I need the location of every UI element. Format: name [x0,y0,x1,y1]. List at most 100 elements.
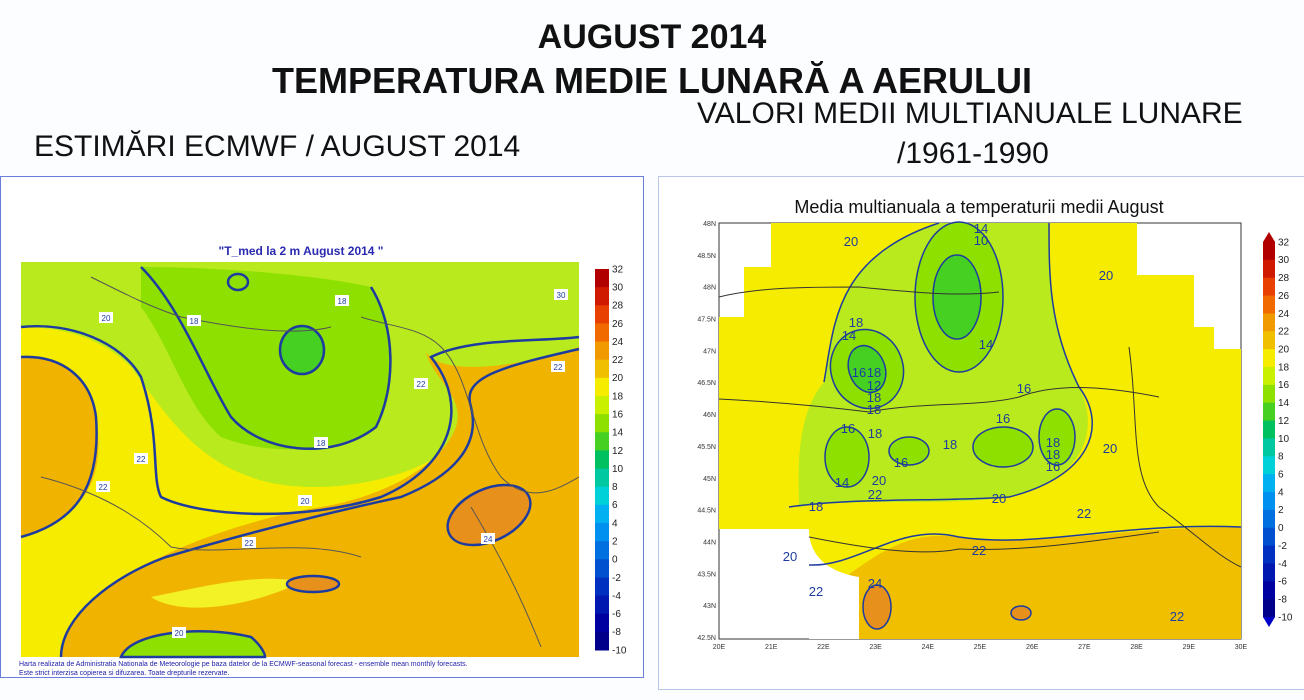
colorbar-swatch [1263,456,1275,475]
colorbar-swatch [1263,367,1275,386]
colorbar-swatch [595,595,609,615]
latitude-tick-label: 48.5N [697,253,716,260]
colorbar-tick-label: -8 [612,627,621,638]
longitude-tick-label: 22E [817,644,830,651]
colorbar-swatch [1263,242,1275,261]
longitude-tick-label: 25E [974,644,987,651]
colorbar-tick-label: -2 [1278,541,1287,552]
border-line [360,316,580,494]
contour-label: 18 [190,317,199,326]
colorbar-tick-label: 26 [1278,291,1290,302]
colorbar-tick-label: 16 [612,409,624,420]
longitude-tick-label: 26E [1026,644,1039,651]
title-line-1: AUGUST 2014 [537,18,767,56]
latitude-tick-label: 47N [703,348,716,355]
contour-label: 20 [1099,268,1113,283]
contour-label: 20 [175,629,184,638]
colorbar-tick-label: 12 [1278,416,1290,427]
zone-orange-west [21,356,99,537]
right-panel-heading: VALORI MEDII MULTIANUALE LUNARE [697,97,1243,130]
colorbar-swatch [595,269,609,288]
colorbar-tick-label: 18 [612,391,624,402]
title-line-2: TEMPERATURA MEDIE LUNARĂ A AERULUI [272,60,1032,101]
colorbar-swatch [595,432,609,451]
contour-label: 20 [844,234,858,249]
right-panel-period: /1961-1990 [897,137,1049,170]
colorbar-tick-label: -10 [612,645,627,656]
border-line [1128,346,1242,568]
colorbar-tick-label: 8 [612,482,618,493]
zone-cool-north [932,254,982,340]
colorbar-swatch [595,559,609,578]
contour-label: 20 [783,549,797,564]
colorbar-swatch [595,631,609,651]
colorbar-swatch [595,468,609,488]
contour-label: 18 [943,437,957,452]
contour-20 [788,222,1093,508]
contour-18 [140,266,392,451]
contour-label: 16 [996,411,1010,426]
contour-label: 18 [867,390,881,405]
contour-label: 22 [809,584,823,599]
latitude-tick-label: 48N [703,221,716,228]
border-line [90,276,332,332]
climatology-contour-labels: 20 14 10 20 18 14 14 12 18 18 16 16 16 1… [783,221,1184,624]
colorbar-tick-label: 32 [1278,237,1290,248]
zone-cool-core [278,324,326,376]
zone-cool-west [847,344,887,394]
ecmwf-forecast-panel: "T_med la 2 m August 2014 " 30 18 [0,176,644,678]
colorbar-swatch [595,450,609,470]
colorbar-swatch [1263,509,1275,529]
colorbar-tick-label: 30 [612,282,624,293]
colorbar-tick-label: 6 [612,500,618,511]
climatology-map-svg: Media multianuala a temperaturii medii A… [697,197,1293,651]
contour-label: 20 [872,473,886,488]
contour-label: 24 [484,535,493,544]
colorbar-tick-label: 28 [1278,273,1290,284]
colorbar-tick-label: 26 [612,319,624,330]
latitude-tick-label: 43.5N [697,571,716,578]
contour-label: 18 [1046,447,1060,462]
colorbar-tick-label: 22 [1278,327,1290,338]
contour-label: 14 [835,475,849,490]
longitude-tick-label: 20E [713,644,726,651]
colorbar-swatch [1263,402,1275,422]
contour-22-west [20,355,98,539]
contour-label: 22 [99,483,108,492]
contour-label: 14 [974,221,988,236]
zone-green [141,267,391,450]
colorbar-swatch [1263,277,1275,297]
contour-label: 18 [849,315,863,330]
climatology-panel: Media multianuala a temperaturii medii A… [658,176,1304,690]
colorbar-swatch [1263,295,1275,314]
contour-label: 18 [338,297,347,306]
zone-blank [771,529,859,639]
contour-label: 20 [301,497,310,506]
border-line [470,506,542,648]
colorbar-tick-label: 10 [1278,434,1290,445]
latitude-tick-label: 42.5N [697,635,716,642]
colorbar-swatch [1263,474,1275,493]
colorbar-tick-label: 4 [612,518,618,529]
colorbar-swatch [1263,313,1275,332]
ecmwf-footnote-line-1: Harta realizata de Administratia Nationa… [19,661,468,668]
colorbar-swatch [595,305,609,324]
colorbar-tick-label: 30 [1278,255,1290,266]
contour-label: 20 [102,314,111,323]
colorbar-swatch [1263,420,1275,439]
zone-green-east [972,426,1034,468]
colorbar-swatch [1263,527,1275,547]
longitude-tick-label: 30E [1235,644,1248,651]
zone-small-cell [226,272,250,292]
border-line [718,387,1160,413]
latitude-tick-label: 45N [703,476,716,483]
ecmwf-map-area [20,262,580,659]
contour-label: 20 [992,491,1006,506]
colorbar-tick-label: -2 [612,573,621,584]
colorbar-swatch [595,414,609,433]
colorbar-tick-label: -4 [1278,559,1287,570]
colorbar-tick-label: 22 [612,355,624,366]
colorbar-swatch [595,396,609,415]
contour-label: 16 [1046,459,1060,474]
contour-label: 30 [557,291,566,300]
